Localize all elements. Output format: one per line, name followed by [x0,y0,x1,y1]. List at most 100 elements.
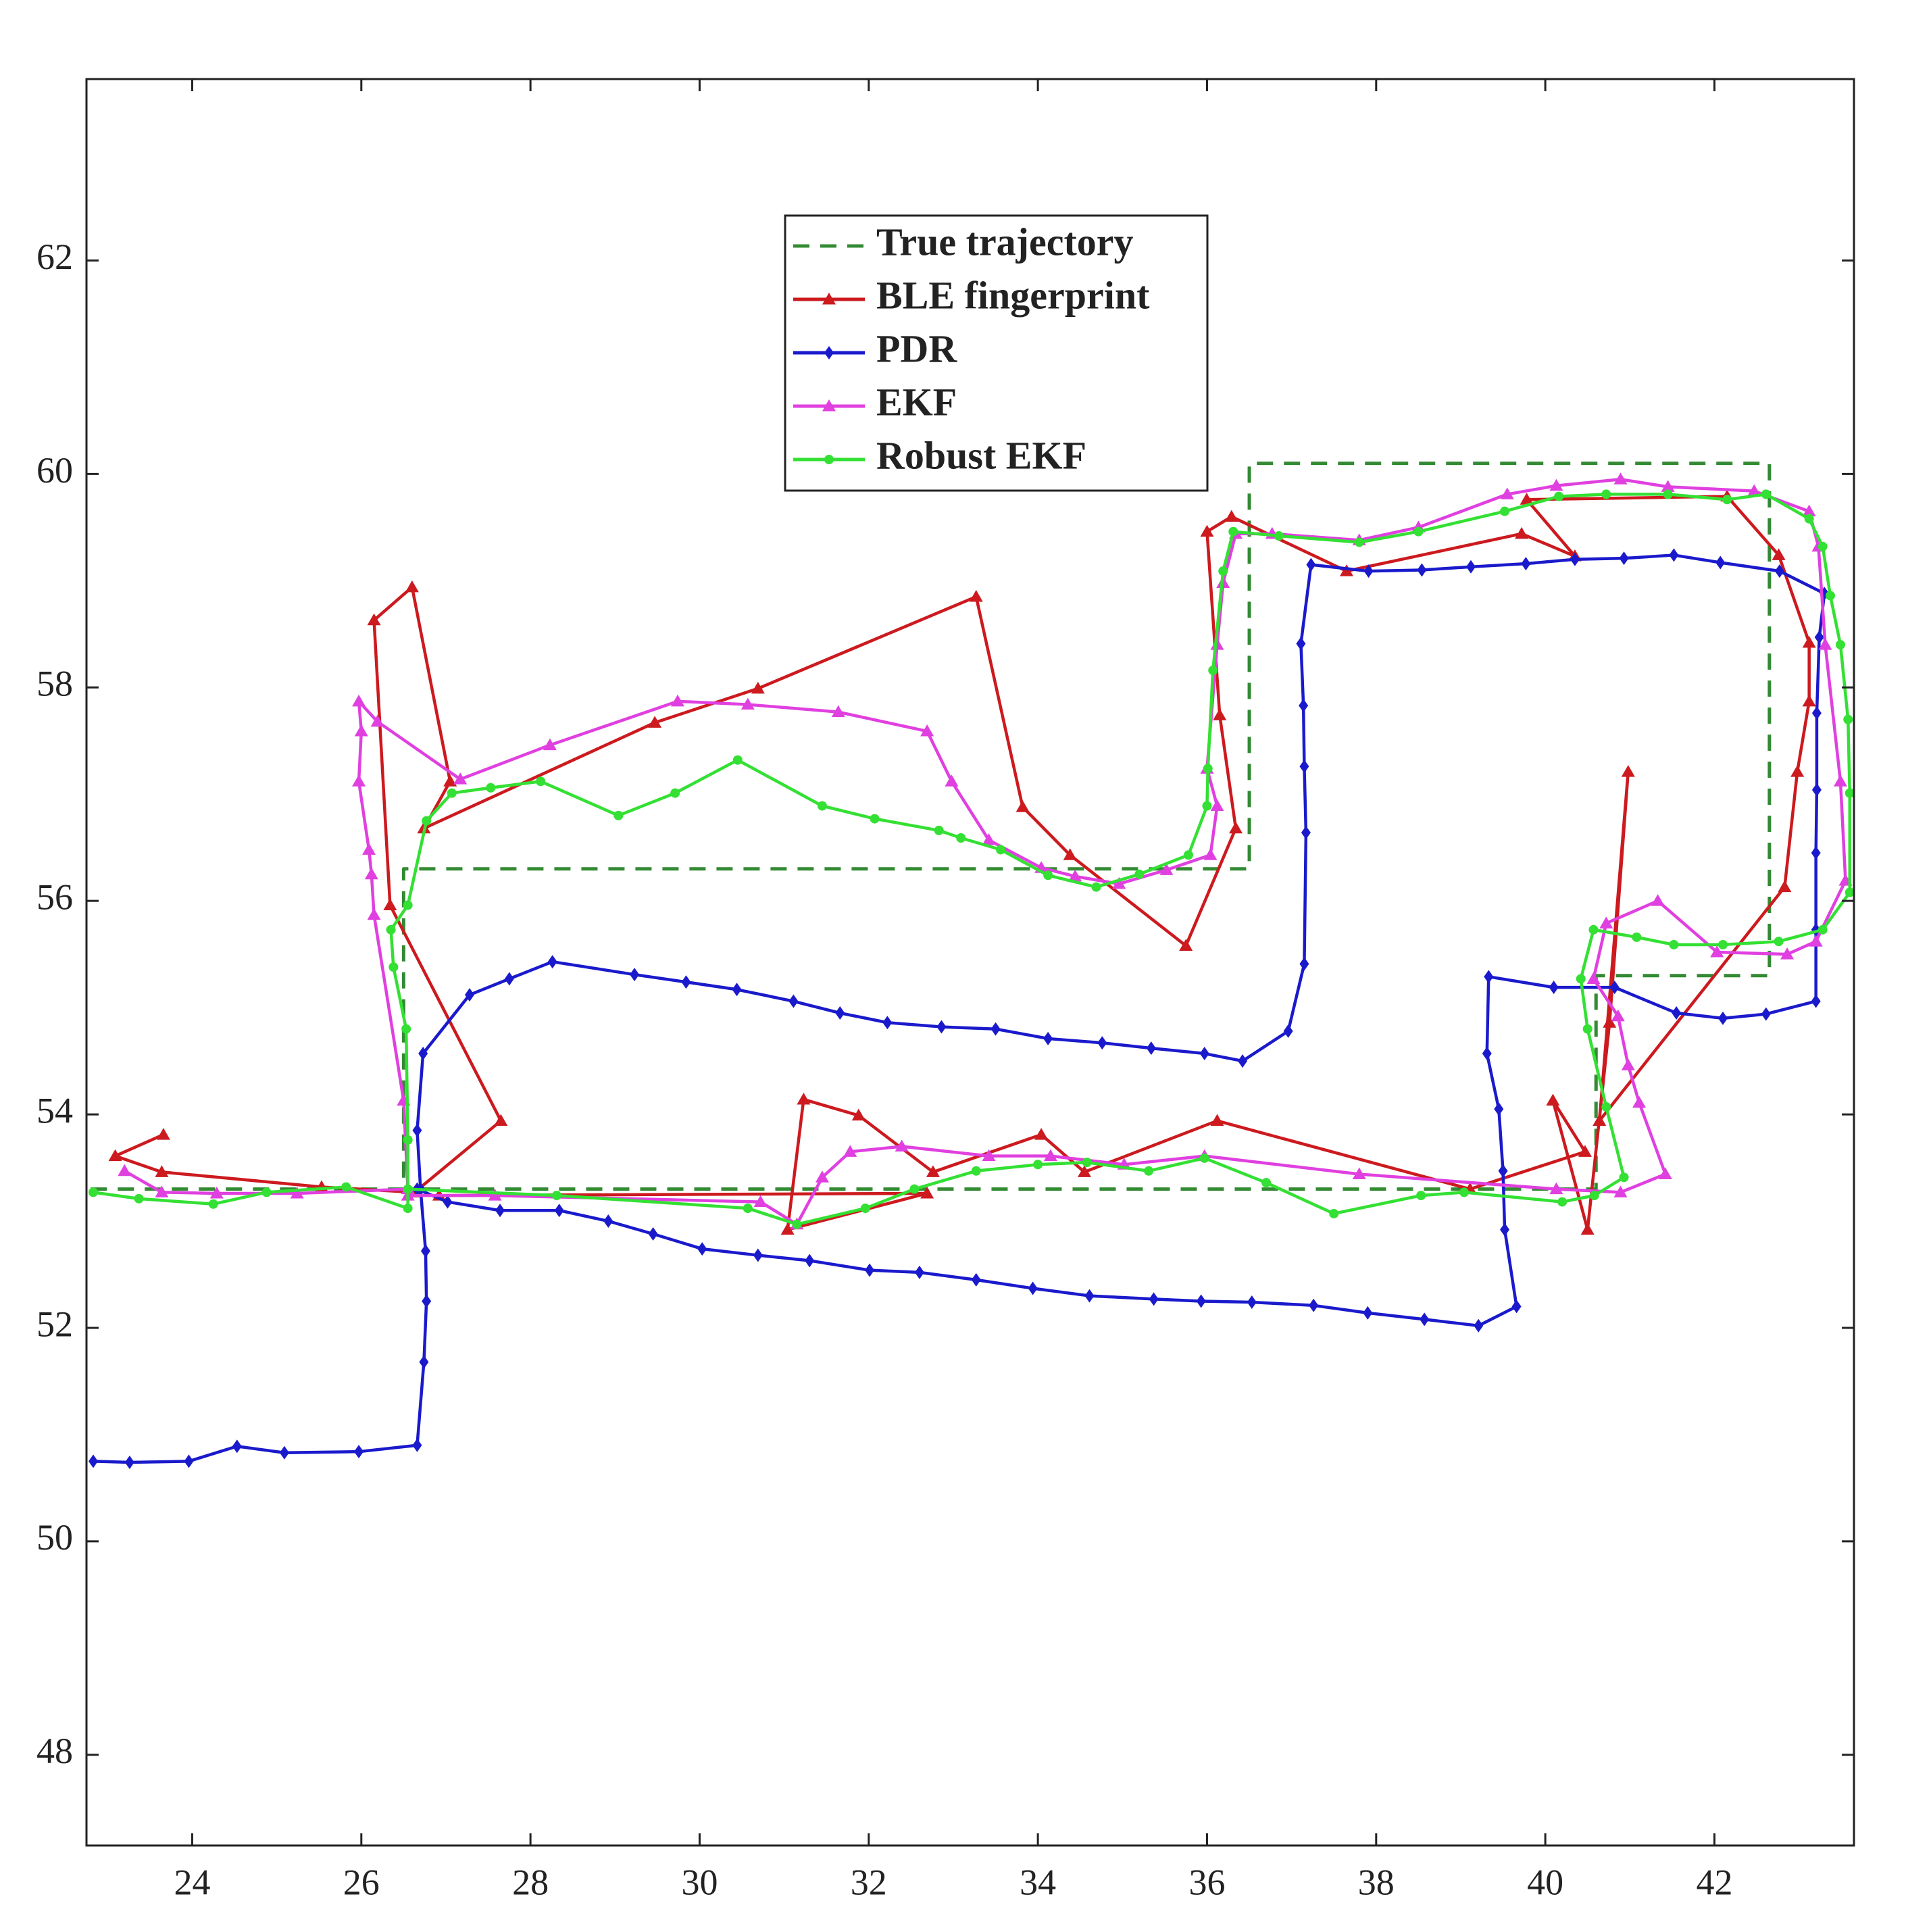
marker-circle [1663,489,1673,499]
marker-triangle [1802,694,1816,707]
x-tick-label: 24 [174,1862,210,1902]
marker-circle [1416,1191,1426,1201]
marker-circle [870,814,880,824]
marker-circle [670,788,680,798]
marker-diamond [1306,558,1316,572]
marker-diamond [1149,1292,1159,1306]
marker-triangle [1790,765,1805,777]
marker-triangle [843,1145,857,1157]
marker-circle [1804,514,1814,524]
marker-diamond [1299,760,1309,774]
marker-diamond [1296,637,1306,651]
marker-circle [1218,566,1228,576]
marker-diamond [697,1242,707,1256]
marker-triangle [1500,487,1514,499]
marker-triangle [920,724,934,737]
y-tick-label: 62 [36,237,73,277]
marker-triangle [1159,863,1174,875]
y-tick-label: 48 [36,1731,73,1771]
marker-circle [956,833,966,843]
series-line [93,553,1826,1464]
marker-diamond [89,1454,99,1468]
marker-diamond [279,1445,289,1460]
marker-triangle [851,1108,866,1121]
marker-diamond [1761,1007,1771,1021]
marker-circle [1199,1153,1209,1163]
marker-diamond [1363,564,1374,578]
marker-circle [403,1184,413,1194]
marker-diamond [1774,564,1784,578]
marker-diamond [1299,957,1309,971]
marker-circle [1183,850,1193,860]
y-tick-label: 54 [36,1090,73,1131]
marker-circle [422,816,432,826]
marker-triangle [741,697,755,710]
marker-triangle [1043,1149,1057,1162]
marker-triangle [1603,1016,1617,1028]
marker-circle [1582,1024,1592,1034]
marker-diamond [865,1263,875,1277]
marker-triangle [405,580,419,593]
marker-circle [792,1219,802,1229]
marker-triangle [108,1149,122,1162]
marker-circle [403,1204,413,1214]
marker-diamond [1097,1036,1107,1050]
marker-diamond [465,988,475,1002]
marker-triangle [751,681,765,694]
marker-circle [551,1191,561,1201]
marker-diamond [1196,1294,1206,1308]
marker-triangle [1515,526,1529,539]
marker-triangle [670,694,684,707]
marker-triangle [155,1185,169,1197]
marker-triangle [1586,972,1601,984]
marker-diamond [1717,1011,1728,1025]
marker-triangle [1034,1128,1049,1140]
marker-circle [971,1166,981,1176]
marker-circle [1208,666,1218,676]
plot-area [89,462,1854,1469]
marker-triangle [1546,1093,1560,1106]
marker-diamond [184,1454,194,1468]
marker-triangle [543,738,557,751]
marker-diamond [1084,1289,1095,1303]
legend-label: PDR [876,326,957,370]
legend-label: Robust EKF [876,433,1086,477]
marker-circle [1082,1158,1092,1168]
marker-circle [1202,801,1212,811]
x-tick-label: 42 [1696,1862,1732,1902]
marker-triangle [1772,548,1786,560]
marker-diamond [420,1244,430,1258]
marker-diamond [1028,1281,1038,1295]
marker-circle [1835,640,1845,650]
marker-triangle [209,1186,224,1199]
marker-diamond [1500,1222,1510,1237]
marker-circle [1722,495,1732,505]
marker-circle [860,1204,870,1214]
marker-diamond [1811,783,1822,797]
marker-diamond [835,1006,845,1020]
marker-diamond [1570,552,1580,566]
marker-diamond [354,1445,364,1459]
marker-diamond [1549,981,1559,995]
marker-triangle [1077,1165,1091,1177]
marker-diamond [495,1204,505,1218]
marker-diamond [1417,563,1427,577]
marker-circle [1817,541,1828,551]
marker-circle [743,1204,753,1214]
marker-circle [1717,939,1728,949]
marker-circle [1033,1160,1043,1170]
marker-triangle [926,1165,940,1177]
marker-triangle [1213,708,1227,720]
x-tick-label: 40 [1527,1862,1563,1902]
marker-triangle [1658,1167,1672,1180]
marker-diamond [788,994,799,1008]
marker-circle [996,845,1006,855]
marker-triangle [1809,935,1823,947]
marker-triangle [1780,947,1795,960]
legend-label: EKF [876,380,957,424]
marker-diamond [1715,555,1726,570]
marker-diamond [1146,1041,1156,1056]
marker-circle [1354,537,1364,547]
marker-circle [1144,1166,1154,1176]
marker-triangle [920,1186,934,1199]
